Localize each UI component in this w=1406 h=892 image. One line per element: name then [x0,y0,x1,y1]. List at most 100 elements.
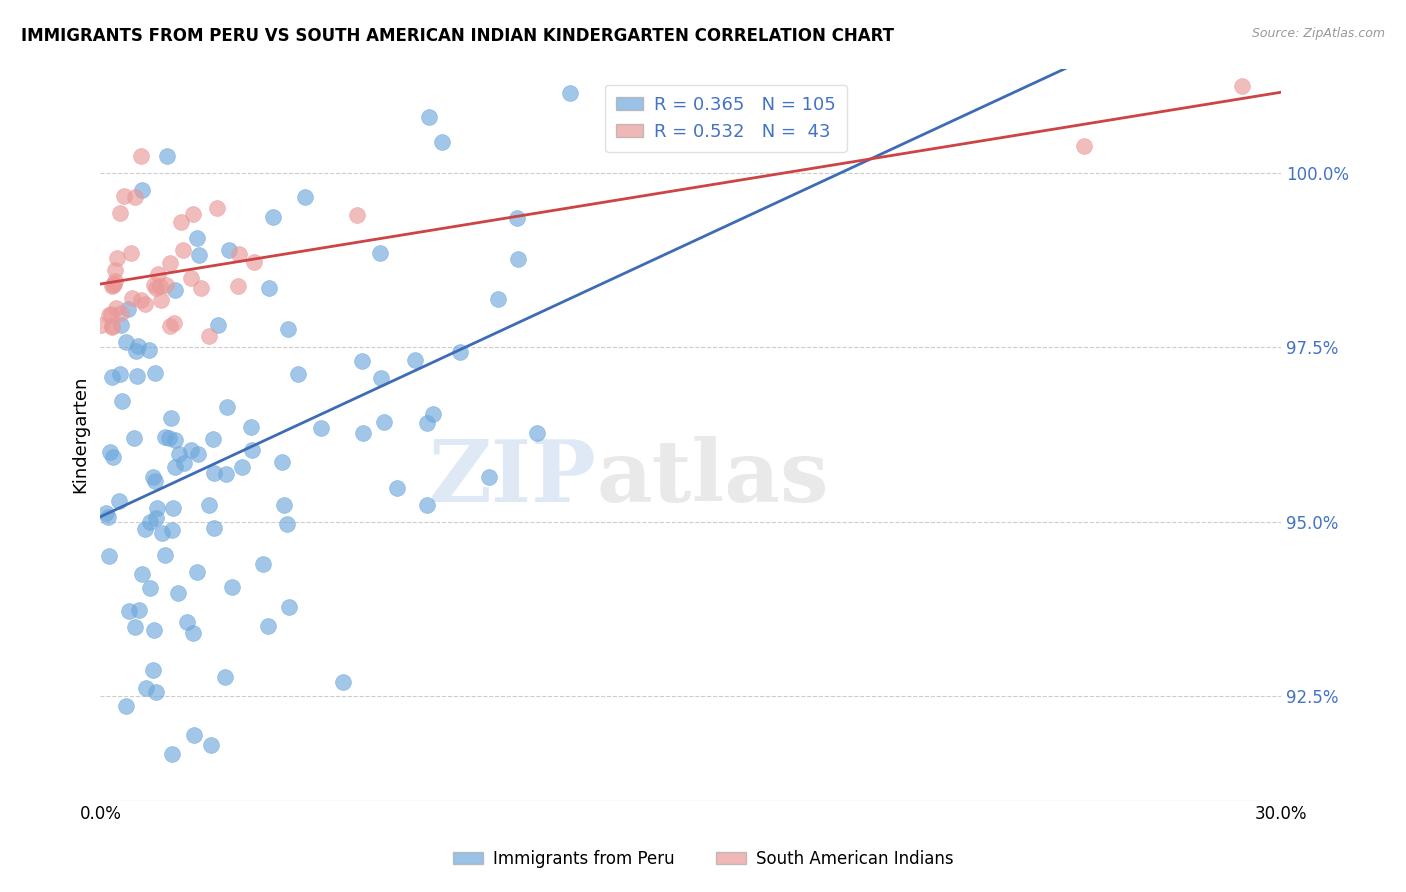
Point [506,211,529,225]
Point [370,245,392,260]
Point [273,498,295,512]
Point [173,457,195,471]
Point [201,432,224,446]
Point [110,306,132,320]
Point [157,431,180,445]
Point [181,625,204,640]
Point [416,499,439,513]
Point [242,442,264,457]
Point [309,421,332,435]
Point [262,210,284,224]
Point [121,291,143,305]
Point [100,320,122,334]
Point [108,368,131,382]
Point [352,425,374,440]
Point [110,393,132,408]
Point [131,183,153,197]
Point [90,318,112,332]
Point [96,506,118,520]
Point [385,481,408,495]
Point [97,549,120,564]
Point [416,416,439,430]
Point [162,501,184,516]
Point [430,135,453,149]
Point [186,565,208,579]
Point [207,318,229,333]
Point [257,619,280,633]
Point [124,620,146,634]
Point [186,231,208,245]
Point [160,523,183,537]
Point [165,460,187,475]
Point [139,516,162,530]
Point [98,445,121,459]
Point [370,371,392,385]
Point [142,470,165,484]
Point [129,149,152,163]
Point [156,149,179,163]
Point [143,623,166,637]
Point [352,354,374,368]
Point [231,460,253,475]
Point [276,516,298,531]
Point [108,206,131,220]
Point [124,190,146,204]
Point [180,442,202,457]
Point [215,467,238,482]
Point [226,279,249,293]
Point [190,281,212,295]
Point [143,278,166,293]
Point [422,407,444,421]
Point [198,498,221,512]
Point [134,297,156,311]
Point [139,581,162,595]
Point [145,685,167,699]
Point [373,416,395,430]
Point [155,430,177,444]
Point [143,475,166,489]
Point [180,270,202,285]
Y-axis label: Kindergarten: Kindergarten [72,376,89,493]
Point [131,566,153,581]
Point [105,251,128,265]
Point [163,434,186,448]
Point [145,511,167,525]
Point [478,469,501,483]
Point [239,419,262,434]
Point [172,244,194,258]
Point [142,663,165,677]
Point [176,615,198,629]
Point [98,308,121,322]
Legend: R = 0.365   N = 105, R = 0.532   N =  43: R = 0.365 N = 105, R = 0.532 N = 43 [605,85,846,152]
Point [197,329,219,343]
Point [127,339,149,353]
Point [214,670,236,684]
Point [146,501,169,516]
Point [207,201,229,215]
Point [145,280,167,294]
Point [294,189,316,203]
Point [1230,79,1253,94]
Point [146,268,169,282]
Point [233,819,256,833]
Point [243,255,266,269]
Point [117,302,139,317]
Point [101,278,124,293]
Point [129,293,152,307]
Point [159,410,181,425]
Point [257,281,280,295]
Point [183,728,205,742]
Point [277,599,299,614]
Point [163,316,186,330]
Point [153,549,176,563]
Text: ZIP: ZIP [429,436,596,521]
Point [188,248,211,262]
Point [159,319,181,334]
Point [138,343,160,357]
Text: Source: ZipAtlas.com: Source: ZipAtlas.com [1251,27,1385,40]
Point [449,345,471,359]
Point [108,494,131,508]
Point [486,292,509,306]
Point [508,252,530,266]
Text: atlas: atlas [596,436,828,521]
